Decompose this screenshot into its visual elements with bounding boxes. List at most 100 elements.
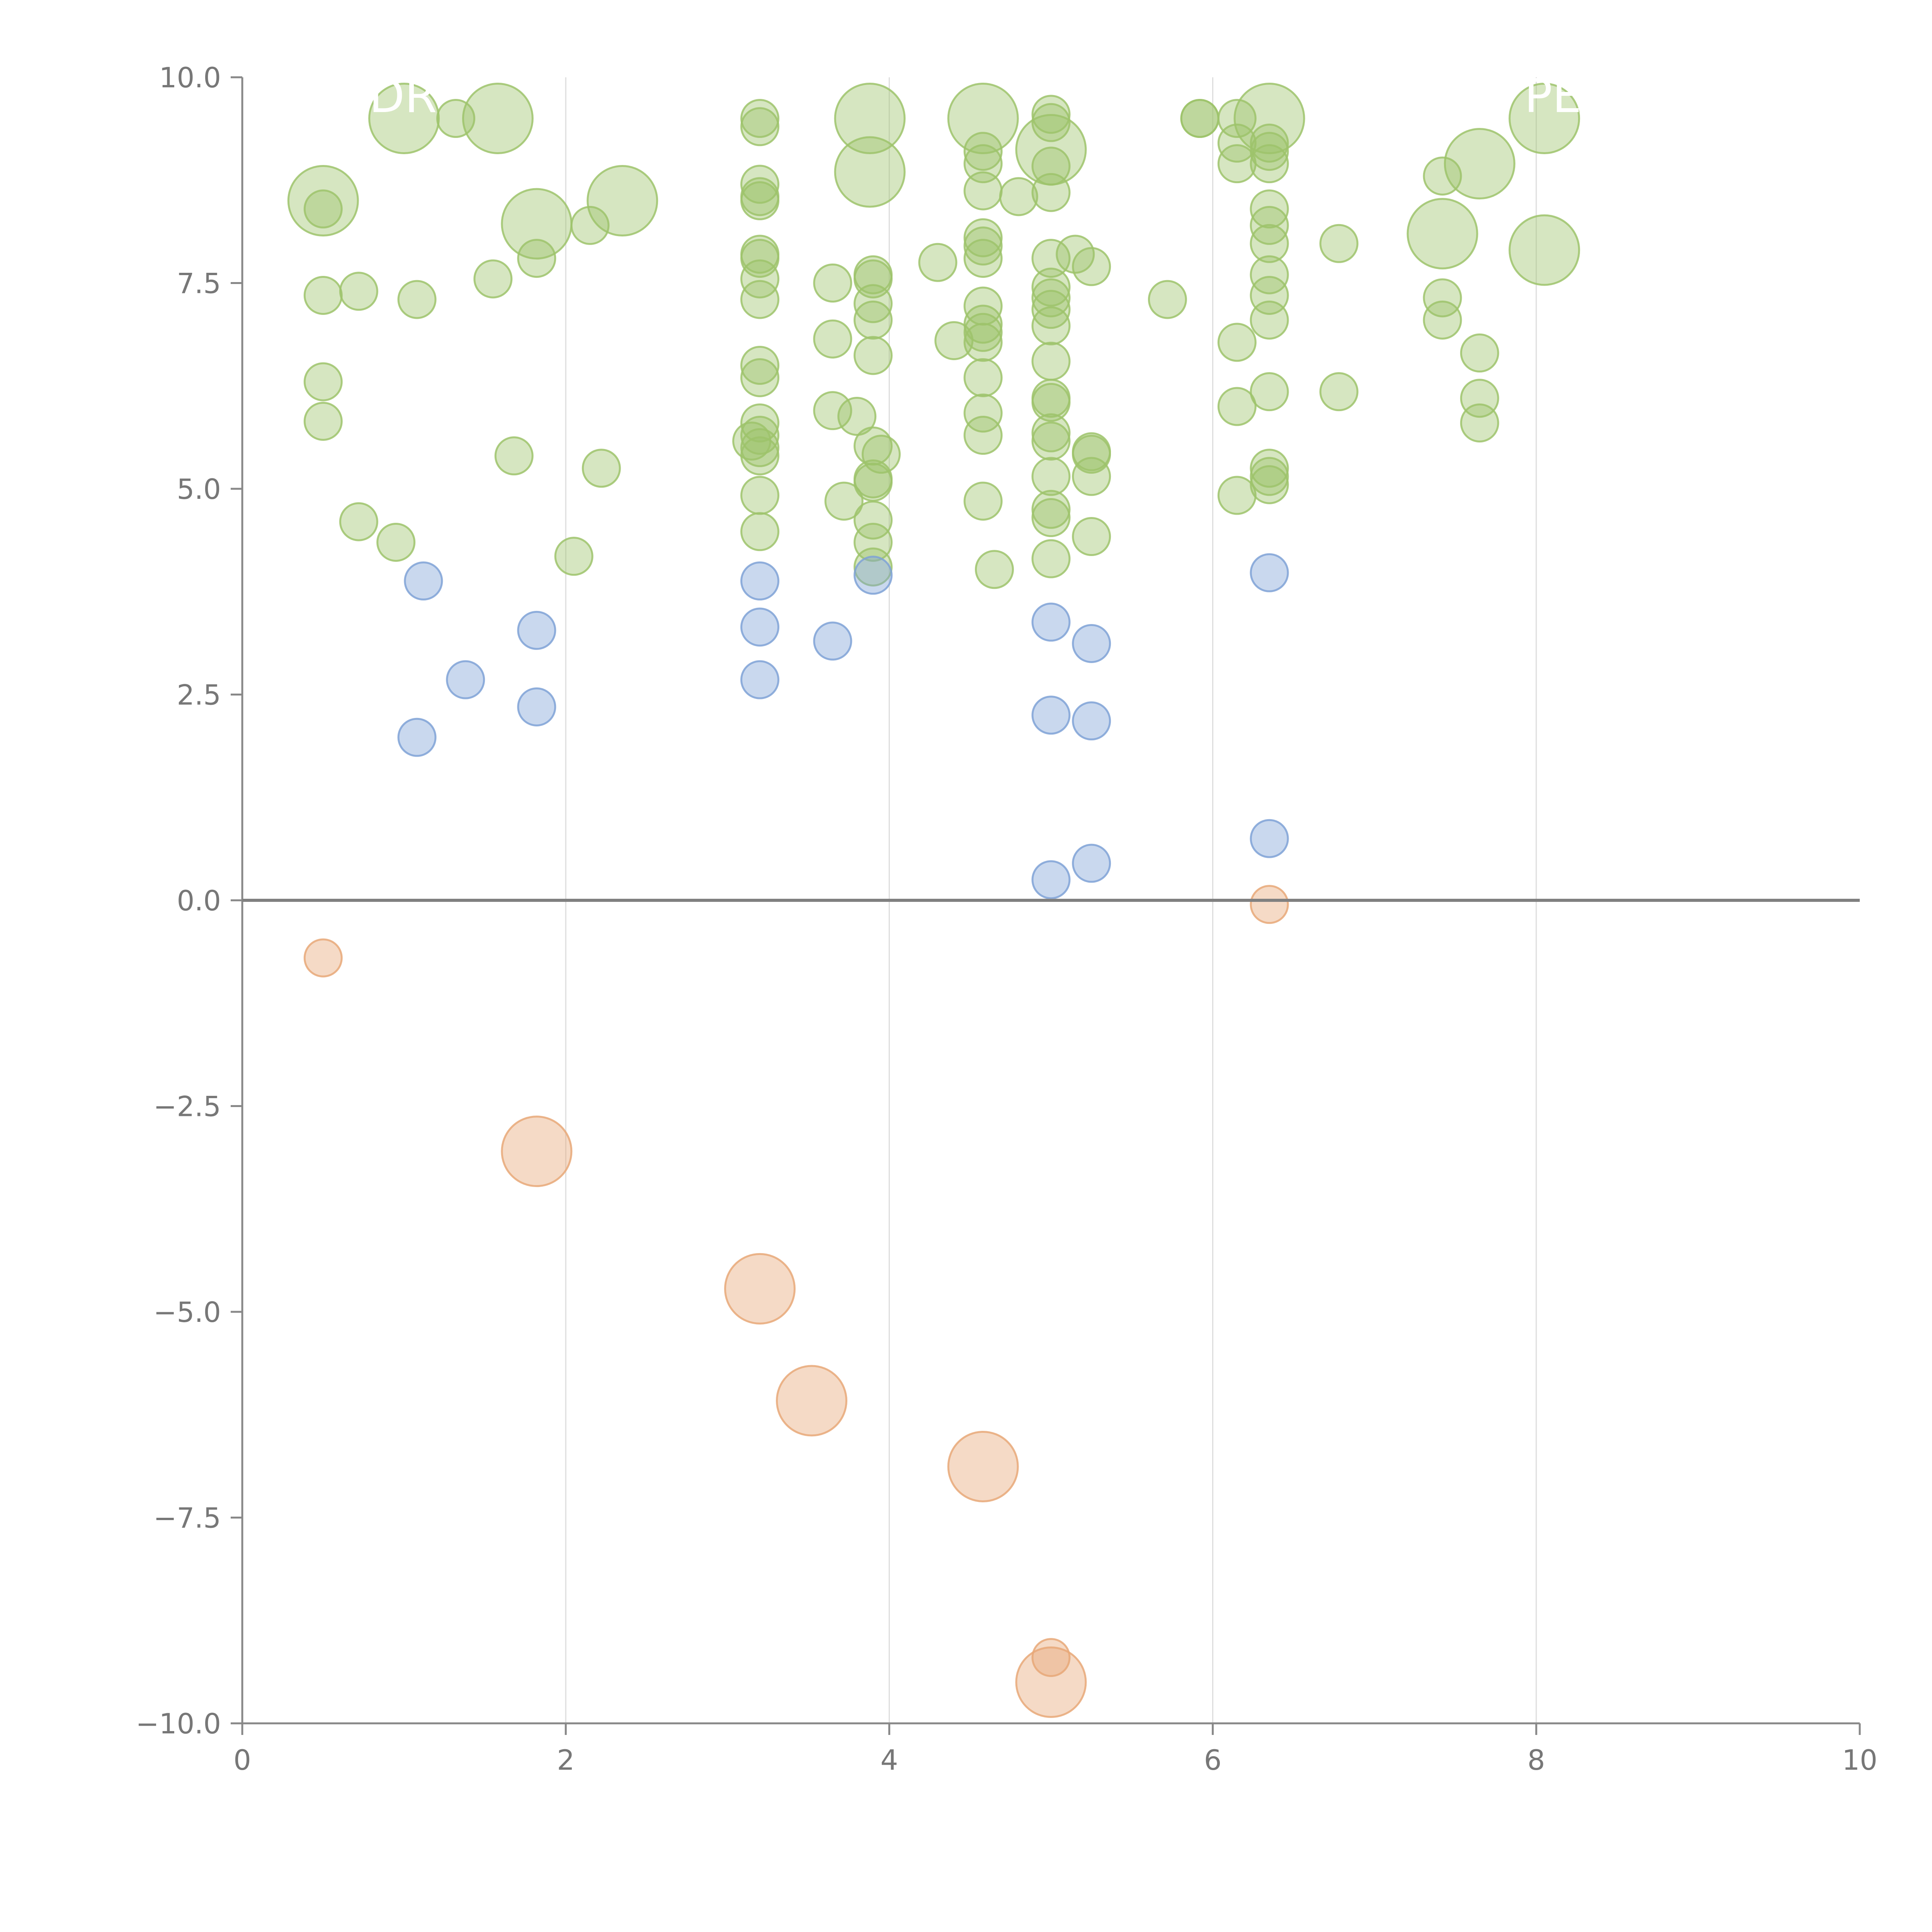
point-positive-0 (287, 165, 359, 236)
point-positive-93 (1031, 539, 1071, 578)
point-positive-130 (1444, 128, 1515, 200)
point-negative-0 (303, 938, 343, 978)
point-positive-49 (854, 336, 893, 375)
point-positive-122 (1250, 457, 1289, 496)
point-positive-112 (1250, 132, 1289, 171)
ticks: 0 2 4 6 8 10 10.0 7.5 5.0 2.5 0.0 −2.5 −5.0 −7.5 −10.0 (136, 61, 1877, 1776)
point-positive-116 (1250, 224, 1289, 263)
point-positive-27 (740, 259, 780, 299)
point-positive-57 (918, 243, 957, 282)
point-positive-84 (1031, 306, 1071, 345)
point-positive-37 (732, 421, 772, 461)
point-positive-69 (963, 323, 1003, 362)
point-positive-53 (854, 500, 893, 540)
y-tick-label-5: −2.5 (153, 1090, 221, 1123)
point-positive-42 (837, 397, 877, 436)
point-negative-7 (1250, 885, 1289, 924)
point-positive-103 (1180, 99, 1219, 138)
point-negative-1 (501, 1116, 573, 1187)
point-positive-13 (494, 436, 534, 476)
point-low-12 (1031, 860, 1071, 900)
point-low-4 (517, 687, 556, 726)
point-positive-99 (1072, 457, 1111, 496)
point-positive-56 (861, 435, 901, 474)
point-positive-135 (1509, 214, 1580, 286)
point-positive-82 (1031, 278, 1071, 318)
point-low-13 (1072, 624, 1111, 663)
point-low-0 (404, 561, 443, 601)
x-tick-label-4: 8 (1527, 1744, 1545, 1776)
point-positive-83 (1031, 290, 1071, 329)
point-positive-11 (473, 259, 513, 299)
point-positive-28 (740, 280, 780, 319)
point-positive-92 (1031, 498, 1071, 537)
point-positive-117 (1250, 255, 1289, 294)
point-positive-39 (813, 319, 852, 359)
point-positive-58 (934, 321, 974, 361)
point-positive-5 (339, 272, 378, 311)
point-positive-12 (462, 83, 534, 154)
point-positive-55 (854, 547, 893, 587)
point-positive-33 (740, 428, 780, 467)
point-positive-94 (1015, 114, 1087, 185)
point-positive-20 (740, 99, 780, 138)
point-positive-15 (517, 239, 556, 278)
point-positive-80 (1031, 239, 1071, 278)
point-positive-62 (963, 171, 1003, 211)
label-dr: DR (369, 70, 437, 123)
point-positive-70 (963, 358, 1003, 397)
point-positive-60 (963, 132, 1003, 171)
point-low-8 (813, 621, 852, 661)
point-positive-114 (1250, 189, 1289, 229)
point-positive-47 (854, 284, 893, 323)
point-positive-124 (1319, 372, 1359, 412)
point-positive-3 (303, 362, 343, 401)
y-tick-label-0: 10.0 (159, 61, 221, 94)
point-positive-73 (963, 481, 1003, 521)
point-positive-105 (1217, 123, 1257, 163)
point-positive-16 (554, 537, 594, 576)
point-positive-113 (1250, 144, 1289, 184)
point-positive-7 (376, 522, 416, 562)
point-positive-65 (963, 239, 1003, 278)
x-tick-label-1: 2 (557, 1744, 575, 1776)
point-negative-3 (776, 1365, 847, 1437)
point-positive-36 (740, 512, 780, 551)
point-positive-125 (1319, 224, 1359, 263)
point-positive-85 (1031, 342, 1071, 381)
point-negative-4 (947, 1430, 1019, 1502)
point-positive-120 (1250, 372, 1289, 412)
point-positive-134 (1509, 83, 1580, 154)
point-positive-100 (1072, 517, 1111, 556)
y-tick-label-2: 5.0 (177, 473, 221, 505)
y-tick-label-1: 7.5 (177, 267, 221, 300)
point-positive-9 (397, 280, 437, 319)
point-positive-1 (303, 189, 343, 229)
point-negative-6 (1015, 1646, 1087, 1718)
point-positive-30 (740, 358, 780, 397)
point-positive-129 (1423, 300, 1462, 340)
point-low-10 (1031, 602, 1071, 642)
point-positive-75 (999, 177, 1038, 216)
point-positive-4 (303, 401, 343, 441)
point-positive-44 (834, 136, 906, 208)
data-points (287, 83, 1580, 1718)
point-low-14 (1072, 701, 1111, 741)
point-positive-59 (947, 83, 1019, 154)
point-positive-43 (834, 83, 906, 154)
point-positive-8 (368, 83, 440, 154)
point-positive-72 (963, 416, 1003, 455)
point-low-2 (446, 660, 485, 699)
point-low-11 (1031, 696, 1071, 735)
point-low-5 (740, 561, 780, 601)
point-positive-87 (1031, 383, 1071, 422)
point-positive-19 (587, 165, 658, 236)
point-positive-81 (1031, 267, 1071, 307)
point-positive-18 (582, 449, 621, 488)
point-positive-89 (1031, 421, 1071, 461)
label-pe: PE (1524, 70, 1582, 123)
point-positive-24 (740, 181, 780, 220)
point-low-6 (740, 607, 780, 647)
point-positive-123 (1250, 465, 1289, 504)
